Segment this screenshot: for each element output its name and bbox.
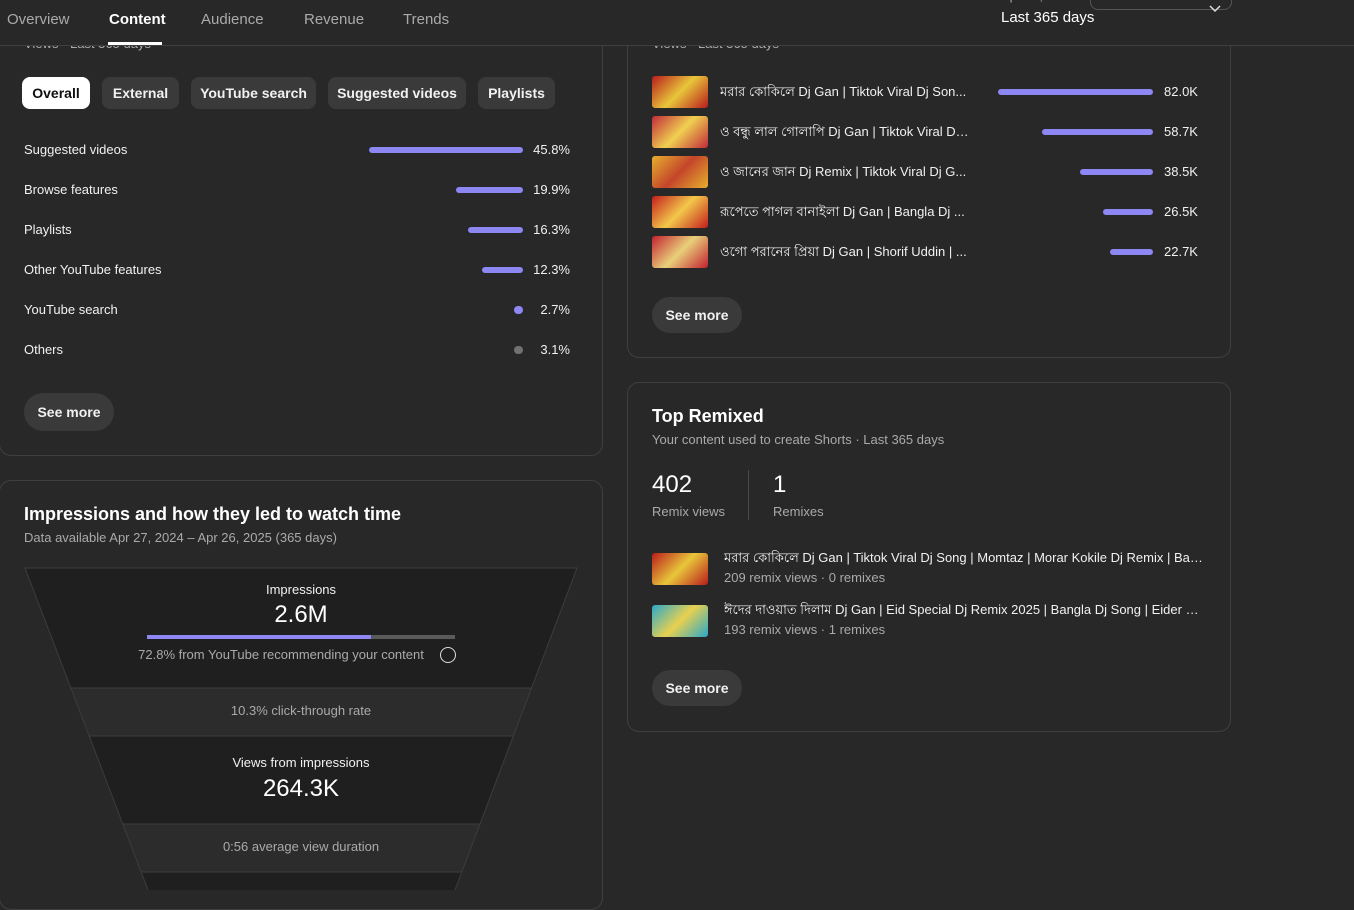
views-value: 38.5K bbox=[1164, 164, 1198, 179]
views-value: 82.0K bbox=[1164, 84, 1198, 99]
funnel-note: 10.3% click-through rate bbox=[230, 703, 372, 718]
source-value: 12.3% bbox=[533, 262, 570, 277]
funnel-label: Views from impressions bbox=[232, 755, 370, 770]
views-bar bbox=[998, 89, 1153, 95]
stat-value: 1 bbox=[773, 471, 787, 498]
dropdown-icon[interactable] bbox=[1208, 4, 1222, 14]
video-thumbnail bbox=[652, 605, 708, 637]
source-name: Suggested videos bbox=[24, 142, 128, 157]
filter-chip[interactable]: Suggested videos bbox=[328, 77, 466, 109]
funnel-note: 0:56 average view duration bbox=[222, 839, 380, 854]
section-title: Impressions and how they led to watch ti… bbox=[24, 504, 402, 524]
source-bar bbox=[481, 267, 523, 273]
date-period: Last 365 days bbox=[1001, 9, 1095, 26]
see-more-button[interactable]: See more bbox=[24, 393, 114, 431]
funnel-value: 2.6M bbox=[274, 601, 328, 628]
funnel-value: 264.3K bbox=[262, 775, 340, 802]
see-more-button[interactable]: See more bbox=[652, 297, 742, 333]
section-subtitle: Your content used to create Shorts · Las… bbox=[652, 432, 945, 447]
source-bar bbox=[369, 147, 523, 153]
active-tab-indicator bbox=[108, 42, 162, 45]
source-bar bbox=[514, 306, 523, 314]
source-name: YouTube search bbox=[24, 302, 118, 317]
tab[interactable]: Audience bbox=[201, 11, 264, 28]
source-value: 19.9% bbox=[533, 182, 570, 197]
source-bar bbox=[514, 346, 523, 354]
views-value: 26.5K bbox=[1164, 204, 1198, 219]
video-thumbnail bbox=[652, 116, 708, 148]
filter-chip[interactable]: YouTube search bbox=[191, 77, 316, 109]
section-subtitle: Data available Apr 27, 2024 – Apr 26, 20… bbox=[24, 530, 337, 545]
share-bar bbox=[147, 635, 372, 639]
source-value: 3.1% bbox=[540, 342, 570, 357]
source-bar bbox=[456, 187, 523, 193]
chevron bbox=[1209, 5, 1221, 13]
video-meta: 193 remix views · 1 remixes bbox=[724, 622, 886, 637]
views-bar bbox=[1110, 249, 1153, 255]
date-range: Apr 27, 2024 – bbox=[1001, 0, 1086, 6]
see-more-button[interactable]: See more bbox=[652, 670, 742, 706]
tab[interactable]: Trends bbox=[403, 11, 450, 28]
funnel-note: 72.8% from YouTube recommending your con… bbox=[138, 647, 424, 662]
video-meta: 209 remix views · 0 remixes bbox=[724, 570, 886, 585]
video-thumbnail bbox=[652, 553, 708, 585]
source-value: 16.3% bbox=[533, 222, 570, 237]
funnel-stage bbox=[140, 871, 463, 890]
video-thumbnail bbox=[652, 236, 708, 268]
video-thumbnail bbox=[652, 156, 708, 188]
stat-divider bbox=[748, 470, 749, 520]
stat-label: Remixes bbox=[773, 504, 824, 519]
views-value: 58.7K bbox=[1164, 124, 1198, 139]
source-value: 45.8% bbox=[533, 142, 570, 157]
views-bar bbox=[1102, 209, 1153, 215]
views-bar bbox=[1080, 169, 1153, 175]
views-value: 22.7K bbox=[1164, 244, 1198, 259]
header: Overview Content Audience Revenue Trends Apr … bbox=[0, 0, 1354, 46]
source-name: Other YouTube features bbox=[24, 262, 162, 277]
filter-chip[interactable]: External bbox=[102, 77, 179, 109]
section-title: Top Remixed bbox=[652, 406, 764, 426]
source-bar bbox=[468, 227, 523, 233]
tab[interactable]: Revenue bbox=[304, 11, 365, 28]
filter-chip[interactable]: Playlists bbox=[478, 77, 555, 109]
stat-value: 402 bbox=[652, 471, 693, 498]
funnel bbox=[24, 567, 578, 890]
source-name: Playlists bbox=[24, 222, 72, 237]
views-bar bbox=[1042, 129, 1153, 135]
funnel-label: Impressions bbox=[265, 582, 337, 597]
video-thumbnail bbox=[652, 76, 708, 108]
video-thumbnail bbox=[652, 196, 708, 228]
filter-chip[interactable]: Overall bbox=[22, 77, 90, 109]
source-name: Browse features bbox=[24, 182, 118, 197]
tab[interactable]: Overview bbox=[7, 11, 70, 28]
source-name: Others bbox=[24, 342, 64, 357]
stat-label: Remix views bbox=[652, 504, 725, 519]
tab[interactable]: Content bbox=[109, 11, 166, 28]
info-icon[interactable] bbox=[440, 647, 456, 663]
source-value: 2.7% bbox=[540, 302, 570, 317]
